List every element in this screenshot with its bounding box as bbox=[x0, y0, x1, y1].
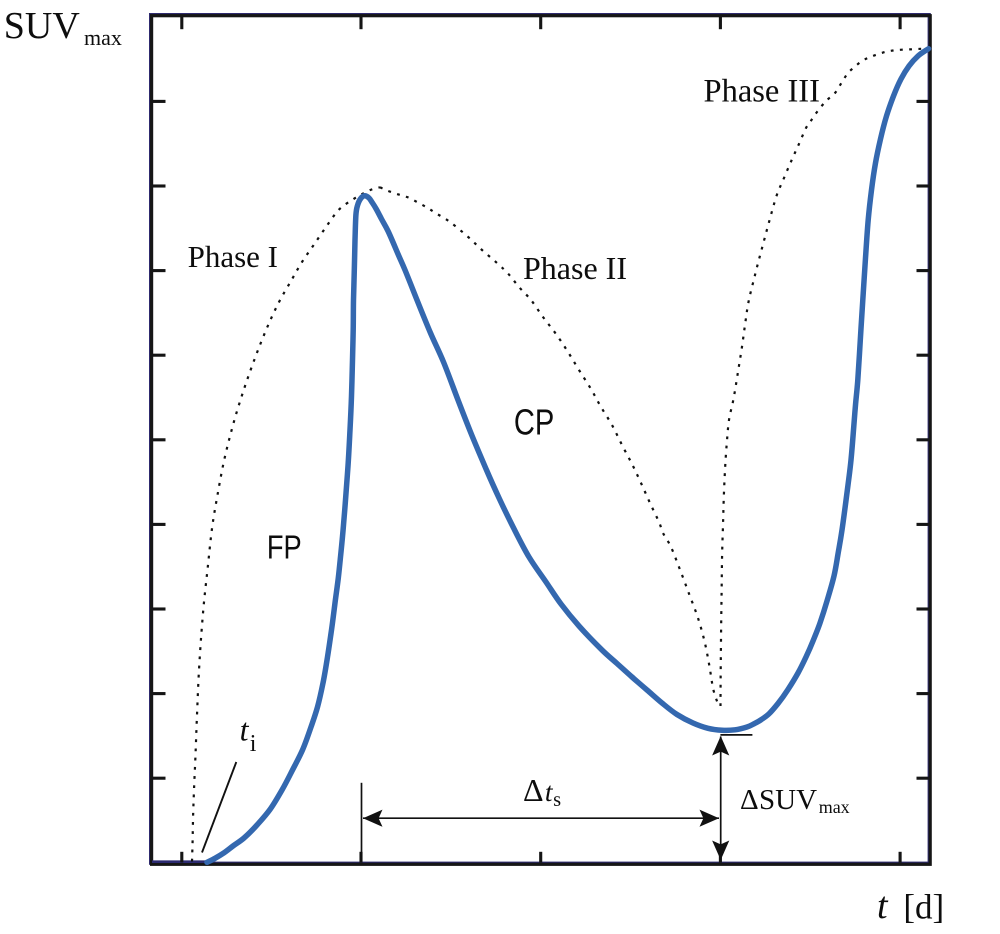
svg-text:max: max bbox=[84, 25, 122, 50]
svg-text:SUV: SUV bbox=[759, 784, 817, 816]
svg-text:t: t bbox=[877, 885, 889, 927]
svg-text:s: s bbox=[553, 789, 561, 811]
svg-text:CP: CP bbox=[514, 402, 554, 443]
svg-text:Δ: Δ bbox=[523, 772, 544, 808]
svg-text:SUV: SUV bbox=[4, 5, 81, 47]
svg-text:Phase III: Phase III bbox=[704, 74, 820, 110]
svg-text:i: i bbox=[250, 731, 257, 757]
svg-text:Phase I: Phase I bbox=[188, 239, 278, 274]
svg-text:[d]: [d] bbox=[903, 888, 944, 927]
svg-text:t: t bbox=[240, 712, 250, 748]
svg-text:t: t bbox=[545, 776, 554, 807]
svg-text:Phase II: Phase II bbox=[523, 250, 627, 286]
svg-text:FP: FP bbox=[267, 530, 302, 567]
svg-text:Δ: Δ bbox=[740, 784, 759, 816]
svg-text:max: max bbox=[819, 797, 850, 817]
